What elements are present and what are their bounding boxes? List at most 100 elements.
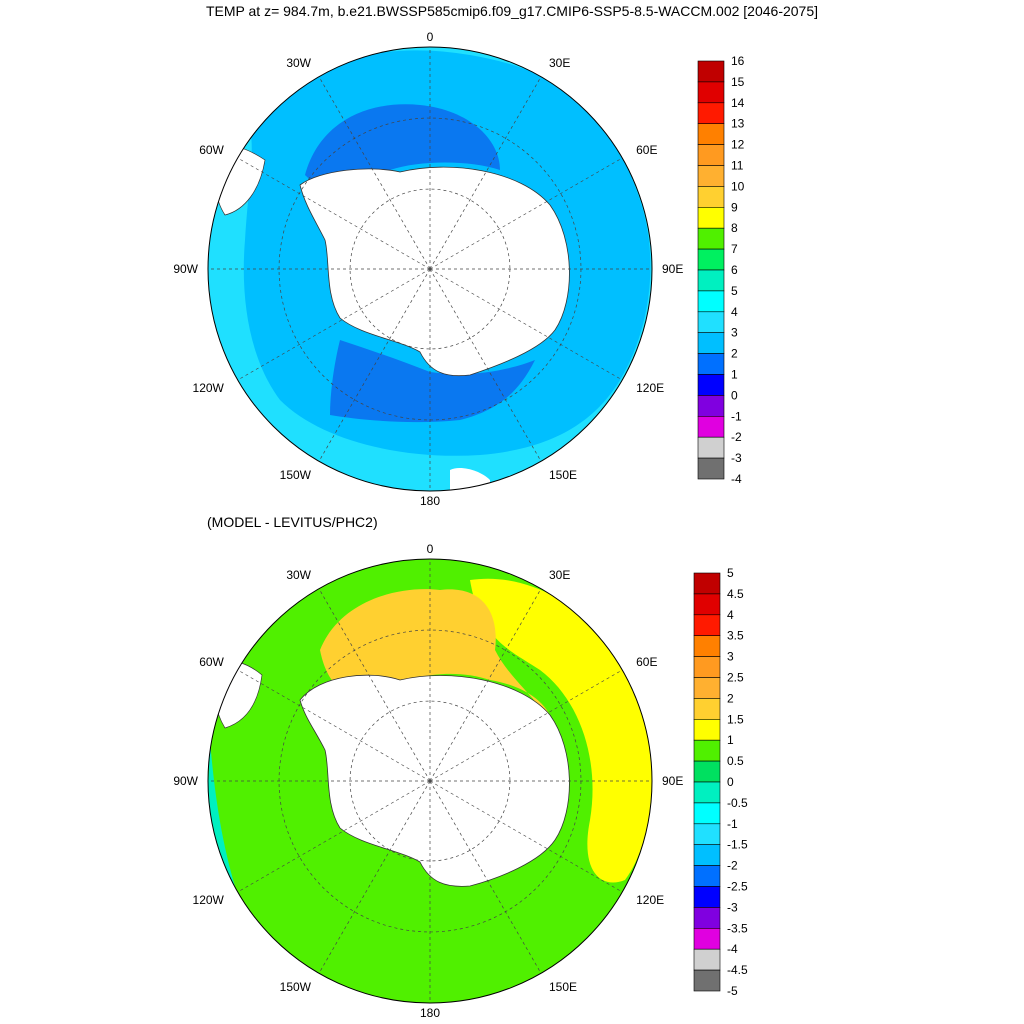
colorbar-tick-label: 0 [731, 388, 738, 402]
colorbar-tick-label: 4.5 [727, 587, 744, 601]
longitude-label: 180 [420, 494, 440, 508]
longitude-label: 30E [549, 568, 570, 582]
meridian-line [318, 588, 431, 782]
bottom-map-border [207, 558, 653, 1004]
colorbar-swatch [693, 698, 721, 720]
colorbar-swatch [697, 165, 725, 187]
longitude-label: 150E [549, 980, 577, 994]
difference-subtitle: (MODEL - LEVITUS/PHC2) [207, 514, 378, 530]
colorbar-swatch [697, 60, 725, 83]
colorbar-swatch [693, 886, 721, 908]
colorbar-swatch [693, 656, 721, 678]
colorbar-tick-label: 2 [727, 691, 734, 705]
longitude-label: 60W [199, 655, 224, 669]
colorbar-tick-label: 3 [727, 650, 734, 664]
colorbar-swatch [693, 865, 721, 887]
colorbar-swatch [693, 802, 721, 825]
colorbar-swatch [693, 760, 721, 783]
meridian-line [318, 76, 431, 270]
colorbar-swatch [693, 844, 721, 866]
meridian-line [429, 780, 542, 974]
colorbar-swatch [697, 227, 725, 250]
colorbar-tick-label: 4 [731, 305, 738, 319]
colorbar-swatch [697, 144, 725, 166]
model-temperature-map: 0 30E 60E 90E 120E 150E 180 150W 120W 90W 60W 30W [173, 30, 683, 508]
longitude-label: 60E [636, 655, 657, 669]
colorbar-swatch [693, 781, 721, 804]
bottom-colorbar: 5 4.5 4 3.5 3 2.5 2 1.5 1 0.5 0 -0.5 -1 -1.5 -2 -2.5 -3 -… [693, 566, 748, 998]
meridian-line [237, 268, 431, 381]
colorbar-tick-label: -1 [731, 409, 742, 423]
colorbar-swatch [697, 395, 725, 417]
colorbar-swatch [697, 207, 725, 229]
colorbar-swatch [693, 907, 721, 929]
colorbar-tick-label: 0 [727, 775, 734, 789]
colorbar-tick-label: -4 [727, 942, 738, 956]
longitude-label: 150E [549, 468, 577, 482]
colorbar-tick-label: 13 [731, 117, 745, 131]
meridian-line [318, 780, 431, 974]
colorbar-tick-label: 8 [731, 221, 738, 235]
colorbar-tick-label: -3 [731, 451, 742, 465]
colorbar-swatch [693, 969, 721, 992]
top-map-border [207, 46, 653, 492]
colorbar-tick-label: 2.5 [727, 671, 744, 685]
colorbar-tick-label: 1 [727, 733, 734, 747]
colorbar-tick-label: 5 [727, 566, 734, 580]
colorbar-tick-label: -1.5 [727, 838, 748, 852]
longitude-label: 90W [173, 262, 198, 276]
meridian-line [429, 268, 542, 462]
colorbar-swatch [697, 457, 725, 480]
colorbar-tick-label: 3 [731, 326, 738, 340]
longitude-label: 150W [280, 468, 312, 482]
longitude-label: 30W [286, 568, 311, 582]
colorbar-swatch [693, 614, 721, 636]
meridian-line [318, 268, 431, 462]
colorbar-swatch [693, 593, 721, 616]
longitude-label: 60E [636, 143, 657, 157]
colorbar-swatch [697, 269, 725, 292]
colorbar-tick-label: -4 [731, 472, 742, 486]
colorbar-swatch [697, 436, 725, 459]
colorbar-tick-label: -2 [731, 430, 742, 444]
colorbar-tick-label: 5 [731, 284, 738, 298]
meridian-line [429, 588, 542, 782]
colorbar-tick-label: 9 [731, 200, 738, 214]
meridian-line [429, 268, 623, 381]
longitude-label: 90W [173, 774, 198, 788]
colorbar-swatch [697, 186, 725, 208]
colorbar-tick-label: 16 [731, 54, 745, 68]
meridian-line [237, 780, 431, 893]
colorbar-swatch [697, 81, 725, 104]
longitude-label: 30W [286, 56, 311, 70]
colorbar-swatch [693, 739, 721, 762]
top-field-deep-atlantic [305, 104, 500, 188]
colorbar-swatch [693, 927, 721, 950]
longitude-label: 180 [420, 1006, 440, 1020]
colorbar-tick-label: 15 [731, 75, 745, 89]
colorbar-tick-label: 1.5 [727, 712, 744, 726]
colorbar-swatch [693, 572, 721, 595]
colorbar-swatch [697, 102, 725, 125]
colorbar-swatch [697, 311, 725, 333]
colorbar-tick-label: 3.5 [727, 629, 744, 643]
meridian-line [429, 157, 623, 270]
longitude-label: 120E [636, 381, 664, 395]
colorbar-swatch [697, 290, 725, 313]
colorbar-tick-label: 2 [731, 347, 738, 361]
longitude-label: 0 [427, 30, 434, 44]
colorbar-swatch [693, 677, 721, 699]
colorbar-swatch [693, 718, 721, 741]
colorbar-tick-label: 6 [731, 263, 738, 277]
meridian-line [237, 157, 431, 270]
colorbar-swatch [697, 415, 725, 438]
longitude-label: 0 [427, 542, 434, 556]
longitude-label: 90E [662, 262, 683, 276]
figure-title: TEMP at z= 984.7m, b.e21.BWSSP585cmip6.f… [205, 3, 819, 19]
bottom-field-warm-weddell [320, 589, 555, 730]
bottom-antarctica [299, 674, 570, 887]
colorbar-tick-label: 4 [727, 608, 734, 622]
colorbar-tick-label: 0.5 [727, 754, 744, 768]
